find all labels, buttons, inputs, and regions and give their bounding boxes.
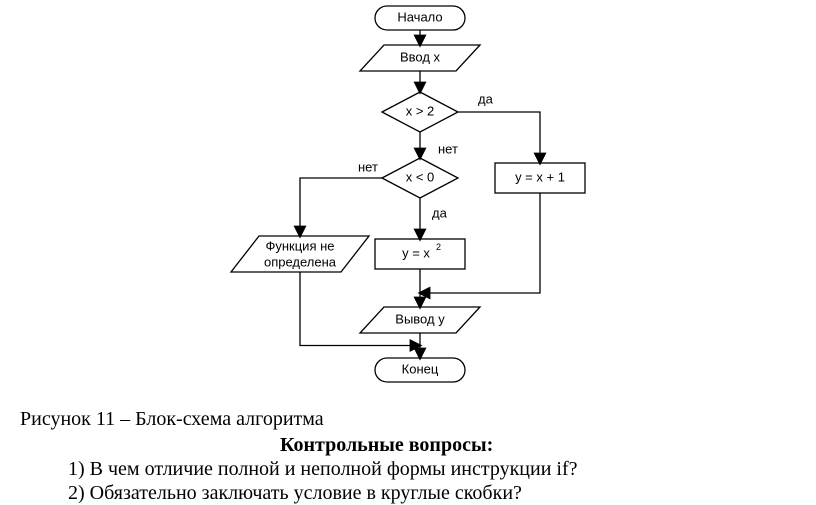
svg-text:y = x + 1: y = x + 1 xyxy=(515,169,565,184)
question-2: 2) Обязательно заключать условие в кругл… xyxy=(68,482,522,505)
svg-text:2: 2 xyxy=(436,242,441,252)
svg-text:x > 2: x > 2 xyxy=(406,103,435,118)
svg-text:Функция не: Функция не xyxy=(265,238,334,253)
svg-text:Вывод y: Вывод y xyxy=(395,311,445,326)
svg-text:Ввод x: Ввод x xyxy=(400,49,441,64)
question-1: 1) В чем отличие полной и неполной формы… xyxy=(68,458,578,481)
svg-text:нет: нет xyxy=(438,141,458,156)
svg-text:Начало: Начало xyxy=(397,9,442,24)
svg-text:Конец: Конец xyxy=(402,361,439,376)
questions-heading: Контрольные вопросы: xyxy=(280,434,493,457)
svg-text:нет: нет xyxy=(358,159,378,174)
svg-text:да: да xyxy=(432,205,448,220)
figure-caption: Рисунок 11 – Блок-схема алгоритма xyxy=(20,408,324,431)
svg-text:x < 0: x < 0 xyxy=(406,169,435,184)
svg-text:y = x: y = x xyxy=(402,245,430,260)
svg-text:да: да xyxy=(478,91,494,106)
svg-text:определена: определена xyxy=(264,254,337,269)
flowchart-svg: Начало Конец Ввод x Вывод y Функция неопреде… xyxy=(0,0,816,410)
